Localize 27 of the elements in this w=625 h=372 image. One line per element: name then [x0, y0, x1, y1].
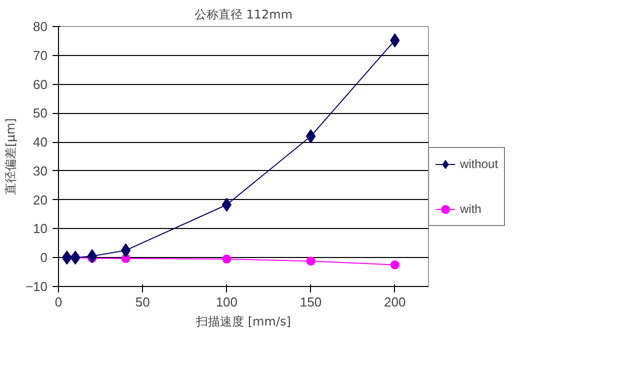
y-tick-label: 70	[33, 48, 48, 63]
y-tick-label: 60	[33, 76, 48, 92]
y-tick-label: 10	[33, 221, 48, 236]
y-tick-label: 0	[40, 250, 48, 266]
x-tick-label: 100	[216, 294, 238, 310]
y-tick-label: 40	[33, 134, 48, 150]
x-tick-label: 150	[300, 294, 322, 310]
y-tick-label: 80	[33, 19, 48, 34]
y-tick-label: 20	[33, 192, 48, 208]
point	[222, 254, 232, 264]
chart-title: 公称直径 112mm	[194, 8, 293, 22]
y-tick-label: 30	[33, 163, 48, 178]
legend-label: without	[460, 157, 498, 171]
x-tick-label: 200	[384, 294, 406, 310]
y-tick-label: −10	[25, 279, 48, 294]
point	[120, 243, 131, 258]
point	[306, 129, 316, 144]
point	[222, 198, 232, 212]
y-tick-label: 50	[33, 106, 48, 121]
y-axis-title: 直径偏差[µm]	[3, 118, 18, 195]
x-tick-label: 0	[54, 294, 62, 310]
legend-label: with	[460, 202, 482, 216]
x-tick-label: 50	[135, 294, 150, 310]
x-axis-title: 扫描速度 [mm/s]	[195, 314, 291, 328]
point	[306, 256, 316, 266]
point	[70, 250, 80, 265]
point	[390, 260, 400, 270]
